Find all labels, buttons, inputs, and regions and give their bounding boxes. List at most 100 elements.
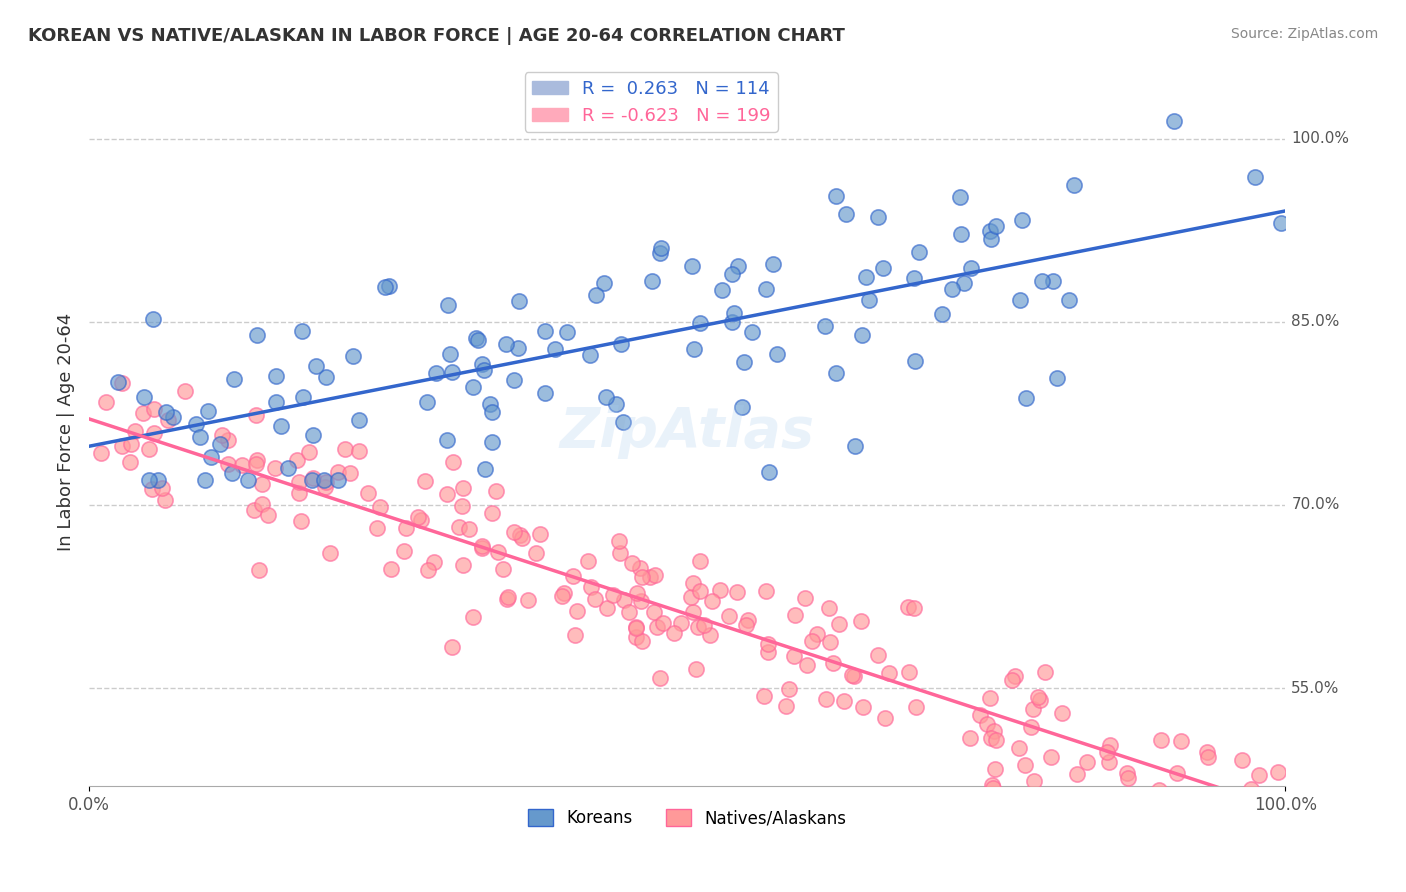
- Point: [486, 545, 509, 559]
- Point: [1042, 274, 1064, 288]
- Point: [471, 541, 494, 555]
- Point: [581, 580, 603, 594]
- Point: [725, 585, 748, 599]
- Point: [217, 433, 239, 447]
- Point: [984, 762, 1007, 776]
- Point: [1118, 771, 1140, 785]
- Point: [984, 219, 1007, 234]
- Point: [245, 453, 267, 467]
- Point: [413, 474, 436, 488]
- Point: [979, 690, 1001, 705]
- Point: [502, 373, 524, 387]
- Point: [155, 405, 177, 419]
- Point: [643, 605, 665, 619]
- Point: [222, 372, 245, 386]
- Point: [495, 336, 517, 351]
- Point: [1236, 791, 1258, 805]
- Point: [671, 616, 693, 631]
- Point: [1197, 745, 1219, 759]
- Point: [711, 283, 734, 297]
- Point: [617, 606, 640, 620]
- Point: [423, 555, 446, 569]
- Point: [969, 707, 991, 722]
- Point: [825, 188, 848, 202]
- Point: [651, 616, 673, 631]
- Point: [250, 497, 273, 511]
- Point: [302, 471, 325, 485]
- Text: 55.0%: 55.0%: [1291, 681, 1340, 696]
- Point: [1022, 702, 1045, 716]
- Point: [406, 509, 429, 524]
- Point: [245, 408, 267, 422]
- Point: [190, 429, 212, 443]
- Point: [835, 207, 858, 221]
- Point: [624, 630, 647, 644]
- Text: 85.0%: 85.0%: [1291, 314, 1340, 329]
- Point: [349, 413, 371, 427]
- Point: [245, 457, 267, 471]
- Point: [858, 293, 880, 308]
- Point: [855, 270, 877, 285]
- Point: [315, 475, 337, 489]
- Point: [949, 189, 972, 203]
- Point: [312, 474, 335, 488]
- Point: [650, 242, 672, 256]
- Point: [290, 514, 312, 528]
- Point: [872, 260, 894, 275]
- Point: [162, 409, 184, 424]
- Point: [503, 525, 526, 540]
- Point: [681, 259, 703, 273]
- Point: [107, 376, 129, 390]
- Point: [699, 628, 721, 642]
- Text: 70.0%: 70.0%: [1291, 498, 1340, 512]
- Point: [1197, 750, 1219, 764]
- Point: [630, 594, 652, 608]
- Y-axis label: In Labor Force | Age 20-64: In Labor Force | Age 20-64: [58, 312, 75, 550]
- Point: [579, 348, 602, 362]
- Point: [153, 493, 176, 508]
- Point: [315, 370, 337, 384]
- Point: [1205, 791, 1227, 805]
- Point: [727, 259, 749, 273]
- Point: [1076, 756, 1098, 770]
- Point: [873, 711, 896, 725]
- Point: [197, 403, 219, 417]
- Point: [979, 223, 1001, 237]
- Point: [517, 593, 540, 607]
- Point: [1029, 693, 1052, 707]
- Point: [529, 527, 551, 541]
- Point: [471, 539, 494, 553]
- Point: [852, 699, 875, 714]
- Point: [796, 658, 818, 673]
- Point: [832, 694, 855, 708]
- Point: [333, 442, 356, 456]
- Point: [778, 682, 800, 697]
- Point: [562, 569, 585, 583]
- Point: [305, 359, 328, 373]
- Point: [583, 592, 606, 607]
- Point: [976, 717, 998, 731]
- Point: [496, 590, 519, 604]
- Point: [1011, 213, 1033, 227]
- Point: [120, 437, 142, 451]
- Point: [717, 608, 740, 623]
- Point: [645, 620, 668, 634]
- Point: [564, 627, 586, 641]
- Point: [682, 576, 704, 591]
- Point: [626, 622, 648, 636]
- Point: [474, 462, 496, 476]
- Point: [734, 617, 756, 632]
- Point: [662, 625, 685, 640]
- Point: [217, 457, 239, 471]
- Point: [208, 436, 231, 450]
- Point: [510, 531, 533, 545]
- Point: [648, 672, 671, 686]
- Point: [1008, 740, 1031, 755]
- Point: [849, 614, 872, 628]
- Point: [794, 591, 817, 606]
- Point: [138, 442, 160, 456]
- Point: [478, 397, 501, 411]
- Point: [287, 486, 309, 500]
- Point: [866, 210, 889, 224]
- Point: [741, 325, 763, 339]
